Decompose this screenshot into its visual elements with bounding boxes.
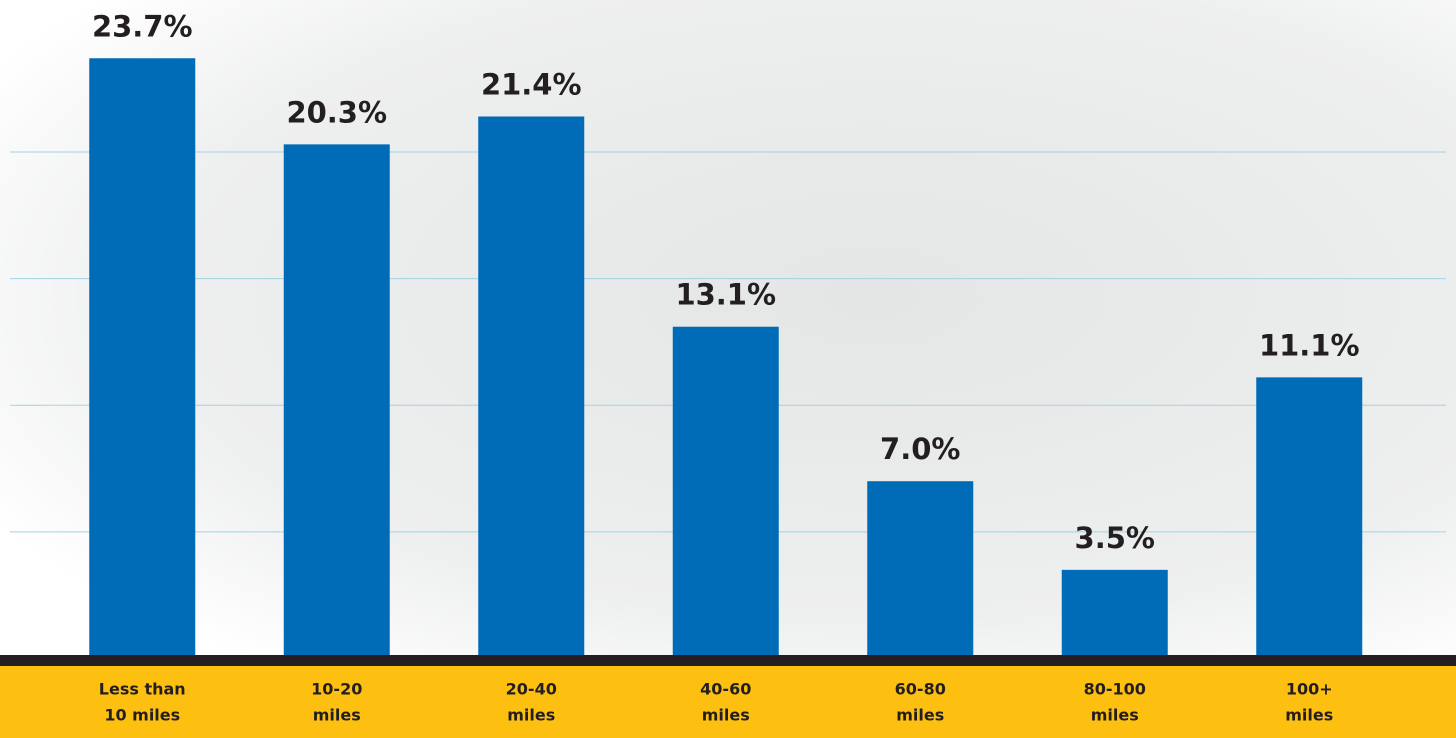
baseline — [0, 655, 1456, 666]
bar — [867, 481, 974, 659]
category-band — [0, 666, 1456, 738]
value-label: 23.7% — [92, 9, 193, 43]
bar — [1256, 377, 1363, 659]
x-tick-label: miles — [507, 706, 555, 725]
x-tick-label: Less than — [99, 680, 186, 699]
x-tick-label: 100+ — [1286, 680, 1333, 699]
x-tick-label: 20-40 — [506, 680, 557, 699]
value-label: 20.3% — [286, 95, 387, 129]
bar — [478, 116, 585, 659]
x-tick-label: 60-80 — [895, 680, 946, 699]
x-tick-label: miles — [1091, 706, 1139, 725]
bar — [1061, 569, 1168, 659]
value-label: 7.0% — [880, 432, 960, 466]
x-tick-label: miles — [896, 706, 944, 725]
x-tick-label: miles — [1285, 706, 1333, 725]
x-tick-label: miles — [313, 706, 361, 725]
bar — [672, 326, 779, 659]
x-tick-label: 10 miles — [104, 706, 180, 725]
bar — [89, 58, 196, 659]
x-tick-label: 10-20 — [311, 680, 362, 699]
value-label: 11.1% — [1259, 328, 1360, 362]
bar — [283, 144, 390, 659]
x-tick-label: 40-60 — [700, 680, 751, 699]
x-tick-label: 80-100 — [1084, 680, 1146, 699]
value-label: 3.5% — [1075, 521, 1155, 555]
value-label: 13.1% — [675, 278, 776, 312]
value-label: 21.4% — [481, 68, 582, 102]
x-tick-label: miles — [702, 706, 750, 725]
